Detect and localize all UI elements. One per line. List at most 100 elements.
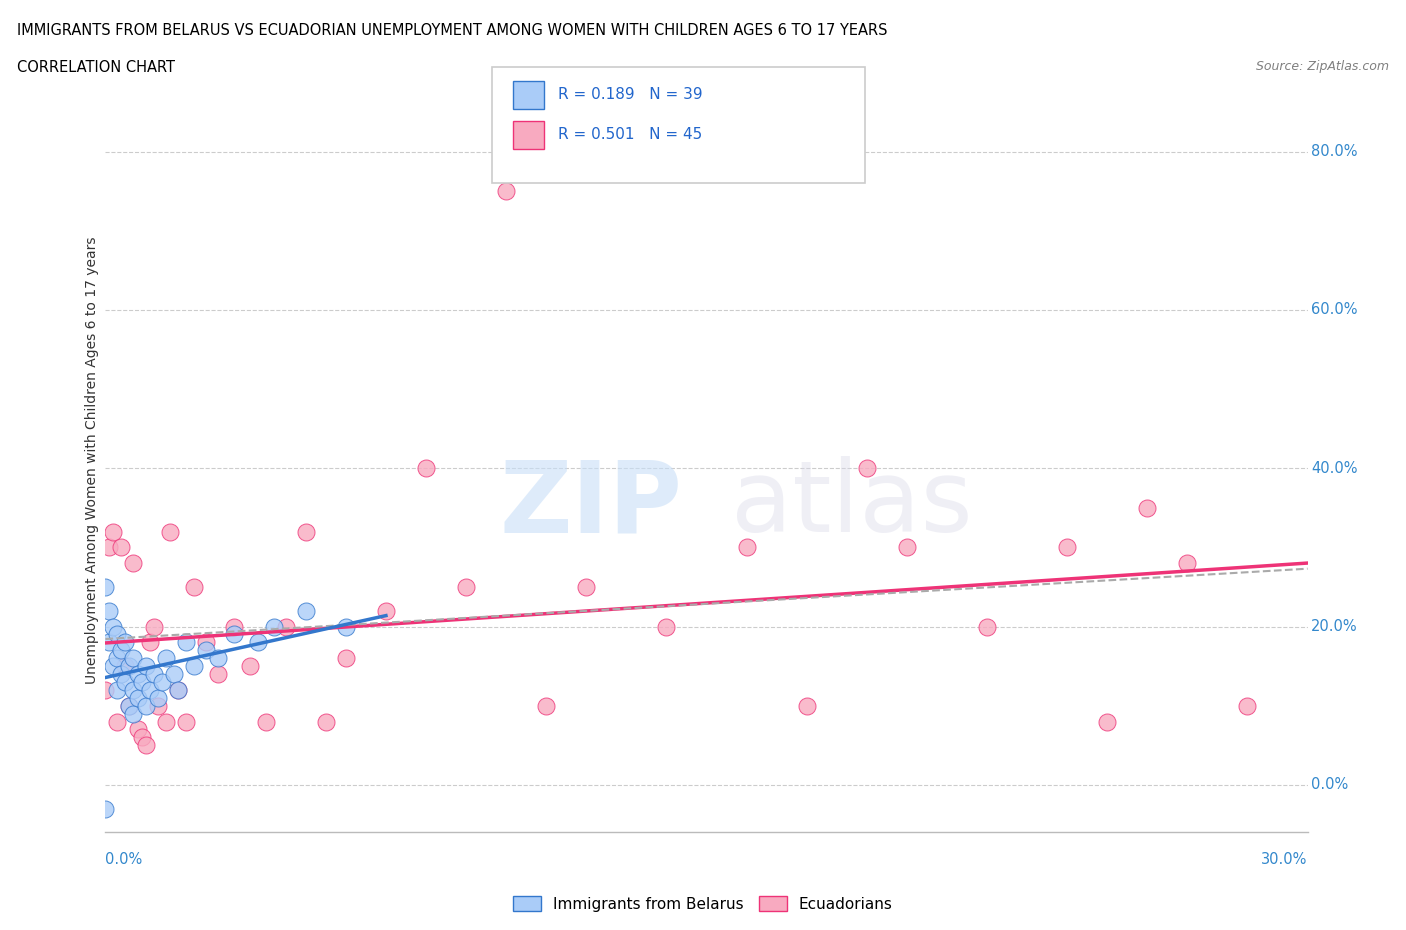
Text: ZIP: ZIP: [499, 457, 682, 553]
Point: [222, 619, 245, 634]
Point: [98, 540, 121, 555]
Point: [135, 658, 157, 673]
Point: [295, 525, 318, 539]
Point: [110, 643, 132, 658]
Point: [155, 714, 177, 729]
Point: [103, 619, 125, 634]
Point: [135, 737, 157, 752]
Point: [122, 651, 145, 666]
Point: [127, 667, 149, 682]
Point: [155, 651, 177, 666]
Point: [735, 540, 758, 555]
Point: [655, 619, 678, 634]
Point: [534, 698, 557, 713]
Point: [118, 698, 141, 713]
Point: [855, 461, 877, 476]
Point: [131, 674, 153, 689]
Point: [135, 698, 157, 713]
Point: [122, 706, 145, 721]
Point: [1236, 698, 1258, 713]
Point: [107, 714, 129, 729]
Text: 40.0%: 40.0%: [1312, 460, 1358, 476]
Point: [1097, 714, 1119, 729]
Point: [194, 643, 217, 658]
Y-axis label: Unemployment Among Women with Children Ages 6 to 17 years: Unemployment Among Women with Children A…: [84, 236, 98, 684]
Point: [150, 674, 173, 689]
Point: [166, 683, 188, 698]
Point: [295, 604, 318, 618]
Text: Source: ZipAtlas.com: Source: ZipAtlas.com: [1256, 60, 1389, 73]
Point: [374, 604, 398, 618]
Text: 0.0%: 0.0%: [105, 852, 142, 867]
Point: [138, 683, 160, 698]
Point: [146, 698, 169, 713]
Point: [495, 184, 517, 199]
Point: [166, 683, 188, 698]
Point: [896, 540, 918, 555]
Point: [94, 683, 117, 698]
Point: [575, 579, 598, 594]
Point: [183, 579, 205, 594]
Point: [131, 730, 153, 745]
Point: [118, 658, 141, 673]
Point: [107, 651, 129, 666]
Text: 30.0%: 30.0%: [1261, 852, 1308, 867]
Point: [103, 525, 125, 539]
Point: [239, 658, 262, 673]
Point: [98, 635, 121, 650]
Point: [127, 690, 149, 705]
Point: [114, 674, 136, 689]
Point: [118, 698, 141, 713]
Point: [796, 698, 818, 713]
Text: 20.0%: 20.0%: [1312, 619, 1358, 634]
Point: [415, 461, 437, 476]
Text: 60.0%: 60.0%: [1312, 302, 1358, 317]
Point: [107, 627, 129, 642]
Point: [146, 690, 169, 705]
Point: [107, 683, 129, 698]
Point: [142, 619, 165, 634]
Point: [335, 619, 357, 634]
Text: 0.0%: 0.0%: [1312, 777, 1348, 792]
Point: [183, 658, 205, 673]
Point: [142, 667, 165, 682]
Point: [194, 635, 217, 650]
Point: [98, 604, 121, 618]
Point: [127, 722, 149, 737]
Point: [138, 635, 160, 650]
Point: [110, 540, 132, 555]
Point: [162, 667, 184, 682]
Point: [1136, 500, 1159, 515]
Point: [1177, 556, 1199, 571]
Point: [103, 658, 125, 673]
Point: [94, 579, 117, 594]
Point: [110, 667, 132, 682]
Text: 80.0%: 80.0%: [1312, 144, 1358, 159]
Point: [114, 658, 136, 673]
Text: atlas: atlas: [731, 457, 972, 553]
Point: [174, 714, 197, 729]
Point: [94, 801, 117, 816]
Point: [246, 635, 269, 650]
Point: [207, 651, 229, 666]
Point: [122, 683, 145, 698]
Point: [122, 556, 145, 571]
Point: [207, 667, 229, 682]
Text: CORRELATION CHART: CORRELATION CHART: [17, 60, 174, 75]
Point: [114, 635, 136, 650]
Point: [263, 619, 285, 634]
Legend: Immigrants from Belarus, Ecuadorians: Immigrants from Belarus, Ecuadorians: [508, 889, 898, 918]
Point: [222, 627, 245, 642]
Text: R = 0.189   N = 39: R = 0.189 N = 39: [558, 87, 703, 102]
Text: IMMIGRANTS FROM BELARUS VS ECUADORIAN UNEMPLOYMENT AMONG WOMEN WITH CHILDREN AGE: IMMIGRANTS FROM BELARUS VS ECUADORIAN UN…: [17, 23, 887, 38]
Point: [315, 714, 337, 729]
Point: [274, 619, 297, 634]
Point: [335, 651, 357, 666]
Point: [159, 525, 181, 539]
Point: [1056, 540, 1078, 555]
Point: [174, 635, 197, 650]
Text: R = 0.501   N = 45: R = 0.501 N = 45: [558, 127, 703, 142]
Point: [454, 579, 477, 594]
Point: [254, 714, 277, 729]
Point: [976, 619, 998, 634]
